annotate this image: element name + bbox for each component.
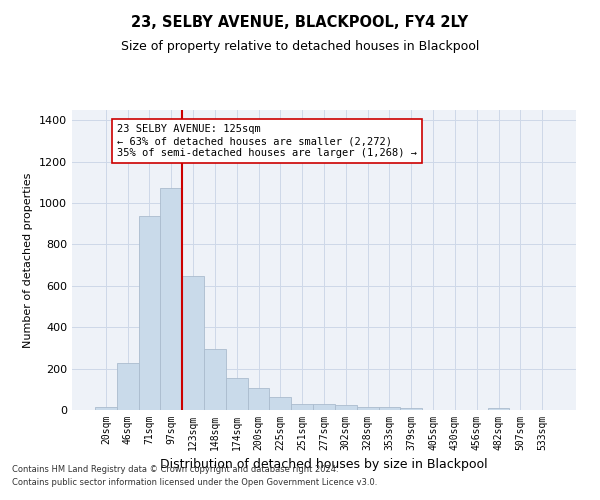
Text: 23 SELBY AVENUE: 125sqm
← 63% of detached houses are smaller (2,272)
35% of semi: 23 SELBY AVENUE: 125sqm ← 63% of detache… <box>117 124 417 158</box>
Bar <box>226 378 248 410</box>
Text: Size of property relative to detached houses in Blackpool: Size of property relative to detached ho… <box>121 40 479 53</box>
Bar <box>160 188 182 410</box>
Bar <box>269 396 291 410</box>
Bar <box>488 408 509 410</box>
Y-axis label: Number of detached properties: Number of detached properties <box>23 172 34 348</box>
Text: Contains HM Land Registry data © Crown copyright and database right 2024.: Contains HM Land Registry data © Crown c… <box>12 466 338 474</box>
Bar <box>95 407 117 410</box>
Bar <box>313 404 335 410</box>
Bar <box>182 276 204 410</box>
Text: 23, SELBY AVENUE, BLACKPOOL, FY4 2LY: 23, SELBY AVENUE, BLACKPOOL, FY4 2LY <box>131 15 469 30</box>
Bar <box>400 408 422 410</box>
Bar <box>248 388 269 410</box>
Bar <box>117 364 139 410</box>
Bar <box>139 216 160 410</box>
Bar <box>291 404 313 410</box>
Bar <box>335 406 357 410</box>
Bar <box>204 349 226 410</box>
X-axis label: Distribution of detached houses by size in Blackpool: Distribution of detached houses by size … <box>160 458 488 471</box>
Bar <box>357 407 379 410</box>
Bar <box>379 407 400 410</box>
Text: Contains public sector information licensed under the Open Government Licence v3: Contains public sector information licen… <box>12 478 377 487</box>
